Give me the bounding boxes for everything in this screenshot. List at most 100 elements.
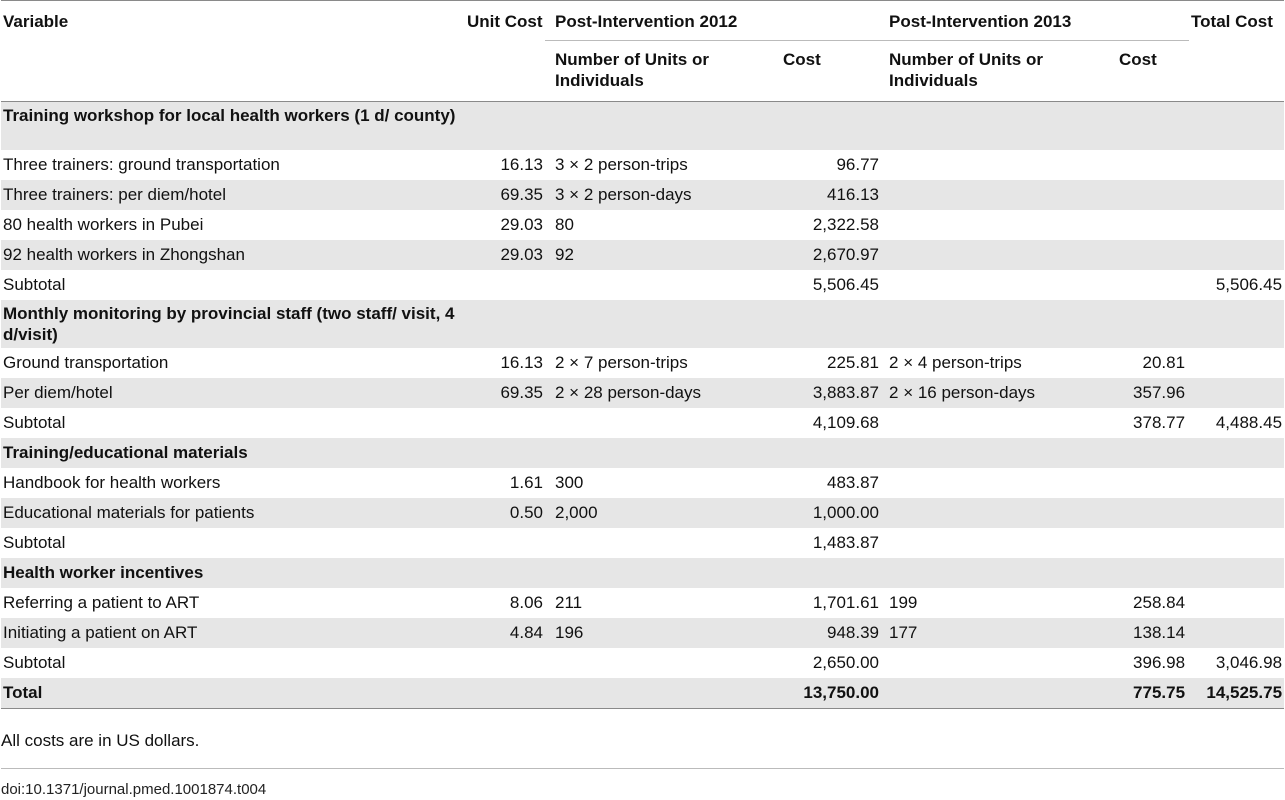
cell-units-2013 xyxy=(881,210,1117,240)
section-filler xyxy=(465,558,1285,588)
section-row: Training/educational materials xyxy=(1,438,1285,468)
cell-cost-2012: 2,322.58 xyxy=(812,215,880,234)
cell-total-cost xyxy=(1189,528,1284,558)
table-row: Subtotal 2,650.00 396.98 3,046.98 xyxy=(1,648,1284,678)
table-row: Subtotal 4,109.68 378.77 4,488.45 xyxy=(1,408,1284,438)
cell-units-2013 xyxy=(881,468,1117,498)
cell-unit-cost: 0.50 xyxy=(465,498,545,528)
cell-variable: 92 health workers in Zhongshan xyxy=(1,240,465,270)
cell-units-2012: 2,000 xyxy=(545,498,781,528)
cell-units-2013 xyxy=(881,498,1118,528)
cell-cost-2013: 775.75 xyxy=(1117,678,1190,709)
cell-cost-2012: 5,506.45 xyxy=(812,275,880,294)
cell-total-cost xyxy=(1189,210,1284,240)
cell-variable: Subtotal xyxy=(3,413,66,432)
cell-variable: Subtotal xyxy=(3,653,66,672)
section-filler xyxy=(465,101,1285,150)
cell-units-2013: 2 × 4 person-trips xyxy=(889,353,1022,372)
cell-total-cost xyxy=(1189,150,1284,180)
cell-units-2012: 92 xyxy=(545,240,781,270)
section-title: Training workshop for local health worke… xyxy=(1,101,465,150)
cell-variable: Subtotal xyxy=(3,533,66,552)
cell-total-cost xyxy=(1189,348,1284,378)
section-row: Health worker incentives xyxy=(1,558,1285,588)
cell-unit-cost xyxy=(465,528,545,558)
cell-unit-cost: 29.03 xyxy=(465,240,545,270)
header-variable: Variable xyxy=(3,12,69,31)
cell-cost-2013: 357.96 xyxy=(1117,378,1190,408)
cell-cost-2012: 2,650.00 xyxy=(812,653,880,672)
header-total-cost: Total Cost xyxy=(1191,12,1273,31)
cell-variable: Subtotal xyxy=(3,275,66,294)
cell-units-2012 xyxy=(545,678,781,709)
table-row: 80 health workers in Pubei 29.03 80 2,322.5… xyxy=(1,210,1284,240)
cell-variable: Ground transportation xyxy=(3,353,169,372)
top-rule xyxy=(1,0,1284,1)
cell-unit-cost xyxy=(465,270,545,300)
cell-cost-2013 xyxy=(1117,150,1189,180)
cell-unit-cost: 69.35 xyxy=(465,378,545,408)
cell-cost-2013 xyxy=(1117,270,1189,300)
cell-cost-2012: 416.13 xyxy=(781,180,882,210)
table-row: Subtotal 1,483.87 xyxy=(1,528,1284,558)
section-row: Training workshop for local health worke… xyxy=(1,101,1285,150)
cell-cost-2012: 2,670.97 xyxy=(781,240,882,270)
section-row: Monthly monitoring by provincial staff (… xyxy=(1,300,1285,348)
header-cost-2012: Cost xyxy=(783,50,821,69)
table-row: Handbook for health workers 1.61 300 483.87 xyxy=(1,468,1284,498)
cell-variable: Three trainers: ground transportation xyxy=(3,155,280,174)
cell-units-2012: 2 × 28 person-days xyxy=(545,378,781,408)
cell-units-2013 xyxy=(881,408,1117,438)
cell-total-cost xyxy=(1189,468,1284,498)
header-unit-cost: Unit Cost xyxy=(467,12,543,31)
cell-units-2012 xyxy=(545,408,781,438)
cell-units-2012: 211 xyxy=(555,593,583,612)
cell-cost-2012: 96.77 xyxy=(836,155,880,174)
table-row: Ground transportation 16.13 2 × 7 person-t… xyxy=(1,348,1284,378)
footnote-rule xyxy=(1,768,1284,769)
cell-cost-2013: 20.81 xyxy=(1142,353,1186,372)
cell-cost-2012: 483.87 xyxy=(827,473,880,492)
header-cost-2013: Cost xyxy=(1119,50,1157,69)
cost-table: Variable Unit Cost Post-Intervention 201… xyxy=(1,1,1285,709)
cell-cost-2013: 378.77 xyxy=(1133,413,1186,432)
cell-cost-2012: 1,701.61 xyxy=(812,593,880,612)
cell-units-2012: 3 × 2 person-days xyxy=(545,180,781,210)
cell-units-2013: 2 × 16 person-days xyxy=(881,378,1118,408)
cell-total-cost xyxy=(1189,240,1285,270)
cell-variable: Referring a patient to ART xyxy=(3,593,200,612)
table-row: Three trainers: ground transportation 16.… xyxy=(1,150,1284,180)
cell-units-2013: 177 xyxy=(881,618,1118,648)
table-row: 92 health workers in Zhongshan 29.03 92 2,6… xyxy=(1,240,1285,270)
cell-unit-cost: 4.84 xyxy=(465,618,545,648)
cell-total-cost: 4,488.45 xyxy=(1215,413,1283,432)
cell-variable: Educational materials for patients xyxy=(1,498,465,528)
table-row: Initiating a patient on ART 4.84 196 948.39… xyxy=(1,618,1285,648)
cell-unit-cost: 8.06 xyxy=(509,593,543,612)
cell-cost-2013 xyxy=(1117,180,1190,210)
cell-cost-2012: 225.81 xyxy=(827,353,880,372)
cell-variable: Three trainers: per diem/hotel xyxy=(1,180,465,210)
cell-total-cost: 14,525.75 xyxy=(1189,678,1285,709)
cell-cost-2013: 258.84 xyxy=(1133,593,1186,612)
cell-cost-2012: 1,483.87 xyxy=(812,533,880,552)
cell-unit-cost: 1.61 xyxy=(509,473,543,492)
cell-cost-2012: 948.39 xyxy=(781,618,882,648)
cell-unit-cost xyxy=(465,678,545,709)
cell-units-2013 xyxy=(881,240,1118,270)
table-footnote: All costs are in US dollars. xyxy=(1,731,200,750)
table-row: Subtotal 5,506.45 5,506.45 xyxy=(1,270,1284,300)
cell-total-cost: 5,506.45 xyxy=(1215,275,1283,294)
cell-units-2013 xyxy=(881,150,1117,180)
doi-line: doi:10.1371/journal.pmed.1001874.t004 xyxy=(1,781,267,798)
table-row: Referring a patient to ART 8.06 211 1,701.6… xyxy=(1,588,1284,618)
table-row: Three trainers: per diem/hotel 69.35 3 × 2… xyxy=(1,180,1285,210)
table-header: Variable Unit Cost Post-Intervention 201… xyxy=(1,1,1285,102)
cell-cost-2013 xyxy=(1117,528,1189,558)
header-post-2013: Post-Intervention 2013 xyxy=(881,1,1190,41)
header-post-2012: Post-Intervention 2012 xyxy=(545,1,882,41)
cell-total-cost: 3,046.98 xyxy=(1215,653,1283,672)
cell-units-2012: 300 xyxy=(555,473,584,492)
cell-units-2013 xyxy=(881,528,1117,558)
